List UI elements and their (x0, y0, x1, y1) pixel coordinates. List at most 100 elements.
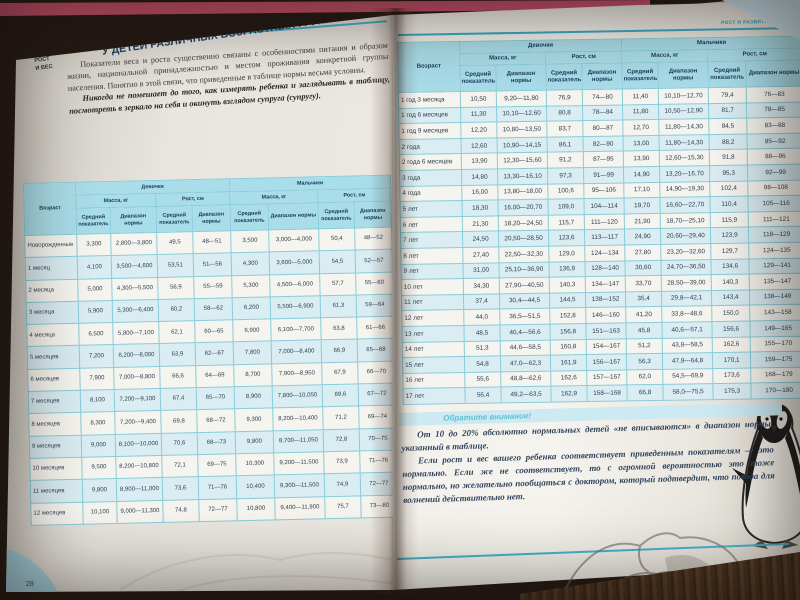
value-cell: 97,3 (547, 167, 584, 184)
value-cell: 74,8 (162, 499, 200, 523)
value-cell: 168—179 (750, 366, 800, 384)
value-cell: 30,4—44,5 (499, 292, 550, 310)
value-cell: 79,4 (708, 87, 747, 104)
age-cell: 13 лет (401, 325, 465, 342)
value-cell: 6,900 (232, 319, 272, 343)
age-cell: 1 год 3 месяца (398, 91, 461, 109)
value-cell: 160,8 (550, 339, 587, 356)
value-cell: 115,7 (548, 214, 585, 231)
value-cell: 2,800—3,800 (110, 232, 158, 256)
value-cell: 123,9 (710, 227, 749, 244)
value-cell: 13,30—16,10 (497, 168, 548, 185)
age-cell: 3 года (399, 169, 462, 187)
value-cell: 62,1 (158, 320, 196, 344)
value-cell: 3,300 (76, 233, 112, 257)
value-cell: 104—114 (583, 198, 625, 215)
value-cell: 7,200—9,400 (114, 410, 162, 435)
value-cell: 62,0 (626, 369, 663, 386)
age-cell: 9 лет (400, 263, 464, 280)
value-cell: 5,500—6,900 (270, 295, 321, 320)
value-cell: 129—141 (748, 257, 800, 275)
value-cell: 10,10—12,60 (496, 105, 547, 123)
value-cell: 10,10—12,70 (658, 87, 709, 104)
value-cell: 4,100 (77, 255, 112, 279)
value-cell: 118—129 (748, 226, 800, 243)
value-cell: 68—73 (197, 431, 236, 455)
value-cell: 8,100 (80, 389, 115, 413)
value-cell: 138—149 (749, 288, 800, 306)
age-cell: 9 месяцев (29, 434, 82, 459)
value-cell: 49,5 (156, 231, 194, 255)
value-cell: 24,90 (624, 228, 661, 245)
value-cell: 105—116 (748, 195, 800, 212)
age-cell: 11 месяцев (30, 479, 83, 503)
value-cell: 73,9 (323, 450, 361, 475)
age-cell: 14 лет (402, 340, 465, 358)
value-cell: 51—56 (193, 253, 232, 277)
value-cell: 70—75 (359, 427, 393, 451)
value-cell: 58—62 (194, 297, 233, 321)
value-cell: 61,3 (320, 294, 357, 318)
value-cell: 71—76 (359, 450, 393, 474)
value-cell: 7,900 (79, 367, 115, 391)
value-cell: 55—60 (355, 271, 393, 295)
value-cell: 72—77 (198, 498, 238, 522)
value-cell: 74—80 (582, 88, 623, 106)
value-cell: 54,8 (464, 356, 501, 373)
value-cell: 29,8—42,1 (661, 290, 712, 307)
value-cell: 10,400 (236, 475, 275, 499)
value-cell: 7,000—8,800 (113, 366, 161, 390)
value-cell: 8,700—11,050 (273, 429, 324, 453)
age-cell: 4 года (399, 185, 463, 202)
age-cell: 3 месяца (26, 301, 79, 325)
value-cell: 129,0 (548, 245, 585, 262)
value-cell: 68—72 (196, 409, 236, 433)
col-header-range: Диапазон нормы (110, 206, 157, 234)
value-cell: 12,30—15,60 (497, 152, 548, 169)
value-cell: 8,900—11,000 (116, 477, 163, 502)
value-cell: 5,800—7,100 (112, 321, 160, 345)
value-cell: 4,300 (231, 252, 270, 276)
value-cell: 40,6—57,1 (661, 321, 713, 338)
value-cell: 60,2 (158, 298, 195, 322)
value-cell: 72,1 (161, 454, 199, 478)
value-cell: 73—80 (360, 494, 393, 518)
value-cell: 151—163 (585, 322, 627, 340)
value-cell: 21,90 (624, 213, 661, 230)
value-cell: 13,20—16,70 (659, 165, 710, 182)
value-cell: 92—99 (747, 164, 800, 181)
value-cell: 55,6 (464, 371, 501, 388)
age-cell: 1 год 9 месяцев (398, 122, 462, 140)
value-cell: 10,300 (235, 452, 275, 477)
value-cell: 9,000—11,300 (116, 499, 164, 524)
value-cell: 111—120 (584, 213, 625, 230)
value-cell: 12,20 (460, 122, 498, 139)
value-cell: 76—83 (746, 86, 800, 103)
value-cell: 74,9 (324, 473, 361, 497)
value-cell: 56,3 (626, 353, 663, 370)
value-cell: 143,4 (711, 289, 750, 306)
value-cell: 100,6 (547, 183, 584, 200)
value-cell: 162,6 (550, 370, 587, 387)
value-cell: 113—117 (584, 229, 625, 246)
value-cell: 124—135 (748, 242, 800, 259)
value-cell: 9,300—11,500 (274, 474, 325, 498)
value-cell: 61—66 (356, 316, 393, 340)
value-cell: 63,9 (159, 343, 196, 367)
value-cell: 69—75 (197, 453, 237, 477)
value-cell: 102,4 (709, 180, 749, 197)
value-cell: 109,0 (547, 198, 585, 215)
value-cell: 14,90—19,30 (659, 181, 711, 198)
value-cell: 62—67 (195, 342, 234, 366)
age-cell: 2 года 6 месяцев (399, 153, 462, 171)
value-cell: 67,4 (160, 387, 197, 411)
value-cell: 3,600—5,000 (269, 251, 320, 275)
value-cell: 8,300 (80, 411, 116, 435)
col-header-age: Возраст (23, 182, 77, 236)
value-cell: 110,4 (710, 196, 749, 213)
col-header-avg: Средний показатель (230, 203, 269, 231)
value-cell: 155—170 (750, 335, 800, 353)
value-cell: 64—69 (195, 364, 235, 388)
value-cell: 140,3 (549, 276, 586, 293)
value-cell: 31,00 (462, 262, 500, 279)
